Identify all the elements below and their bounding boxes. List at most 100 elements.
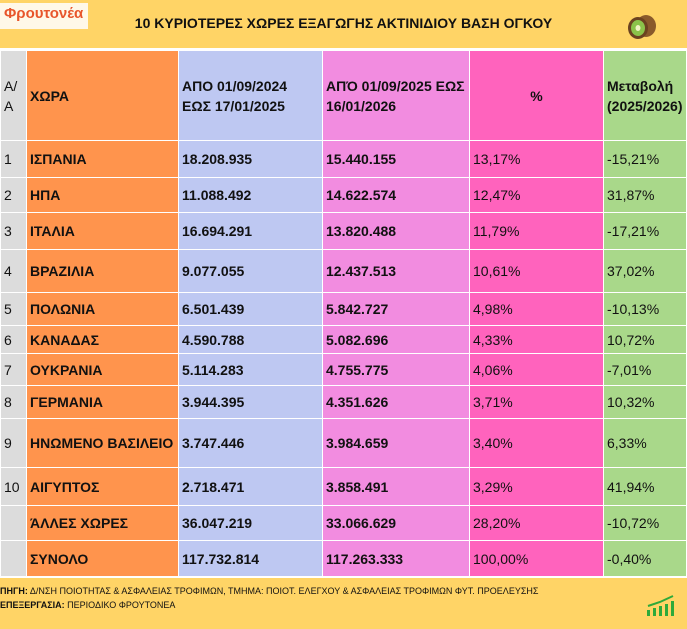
country: ΟΥΚΡΑΝΙΑ — [26, 353, 179, 386]
share-percent: 11,79% — [469, 212, 604, 250]
table-row: ΆΛΛΕΣ ΧΩΡΕΣ 36.047.219 33.066.629 28,20% -10… — [0, 505, 687, 541]
country: ΣΥΝΟΛΟ — [26, 540, 179, 577]
row-index: 5 — [0, 292, 27, 326]
share-percent: 100,00% — [469, 540, 604, 577]
share-percent: 13,17% — [469, 140, 604, 178]
row-index: 9 — [0, 418, 27, 468]
country: ΗΠΑ — [26, 177, 179, 213]
volume-2024: 3.747.446 — [178, 418, 323, 468]
row-index: 6 — [0, 325, 27, 354]
volume-2025: 3.858.491 — [322, 467, 470, 506]
table-row: 8 ΓΕΡΜΑΝΙΑ 3.944.395 4.351.626 3,71% 10,32% — [0, 385, 687, 419]
volume-2024: 5.114.283 — [178, 353, 323, 386]
header-index: Α/Α — [0, 50, 27, 141]
share-percent: 3,40% — [469, 418, 604, 468]
volume-2025: 4.351.626 — [322, 385, 470, 419]
country: ΗΝΩΜΕΝΟ ΒΑΣΙΛΕΙΟ — [26, 418, 179, 468]
change-percent: 10,72% — [603, 325, 687, 354]
volume-2025: 5.842.727 — [322, 292, 470, 326]
table-row: 7 ΟΥΚΡΑΝΙΑ 5.114.283 4.755.775 4,06% -7,01% — [0, 353, 687, 386]
share-percent: 10,61% — [469, 249, 604, 293]
title-bar: Φρουτονέα 10 ΚΥΡΙΟΤΕΡΕΣ ΧΩΡΕΣ ΕΞΑΓΩΓΗΣ Α… — [0, 0, 687, 48]
volume-2025: 14.622.574 — [322, 177, 470, 213]
country: ΆΛΛΕΣ ΧΩΡΕΣ — [26, 505, 179, 541]
volume-2025: 13.820.488 — [322, 212, 470, 250]
volume-2024: 18.208.935 — [178, 140, 323, 178]
change-percent: 31,87% — [603, 177, 687, 213]
row-index: 10 — [0, 467, 27, 506]
volume-2024: 117.732.814 — [178, 540, 323, 577]
header-percent: % — [469, 50, 604, 141]
share-percent: 28,20% — [469, 505, 604, 541]
row-index: 3 — [0, 212, 27, 250]
volume-2025: 33.066.629 — [322, 505, 470, 541]
volume-2025: 12.437.513 — [322, 249, 470, 293]
table-row: 1 ΙΣΠΑΝΙΑ 18.208.935 15.440.155 13,17% -15,21… — [0, 140, 687, 178]
table-row: 4 ΒΡΑΖΙΛΙΑ 9.077.055 12.437.513 10,61% 37,02% — [0, 249, 687, 293]
country: ΚΑΝΑΔΑΣ — [26, 325, 179, 354]
row-index — [0, 505, 27, 541]
source-text: Δ/ΝΣΗ ΠΟΙΟΤΗΤΑΣ & ΑΣΦΑΛΕΙΑΣ ΤΡΟΦΙΜΩΝ, ΤΜ… — [27, 586, 539, 596]
header-period-2024: ΑΠΟ 01/09/2024 ΕΩΣ 17/01/2025 — [178, 50, 323, 141]
change-percent: -15,21% — [603, 140, 687, 178]
header-row: Α/Α ΧΩΡΑ ΑΠΟ 01/09/2024 ΕΩΣ 17/01/2025 Α… — [0, 50, 687, 141]
volume-2024: 2.718.471 — [178, 467, 323, 506]
country: ΙΣΠΑΝΙΑ — [26, 140, 179, 178]
row-index: 2 — [0, 177, 27, 213]
row-index: 7 — [0, 353, 27, 386]
volume-2025: 3.984.659 — [322, 418, 470, 468]
volume-2024: 6.501.439 — [178, 292, 323, 326]
page-title: 10 ΚΥΡΙΟΤΕΡΕΣ ΧΩΡΕΣ ΕΞΑΓΩΓΗΣ ΑΚΤΙΝΙΔΙΟΥ … — [134, 15, 553, 31]
volume-2024: 9.077.055 — [178, 249, 323, 293]
change-percent: -7,01% — [603, 353, 687, 386]
change-percent: -17,21% — [603, 212, 687, 250]
change-percent: -10,72% — [603, 505, 687, 541]
table-row: 6 ΚΑΝΑΔΑΣ 4.590.788 5.082.696 4,33% 10,72% — [0, 325, 687, 354]
volume-2025: 117.263.333 — [322, 540, 470, 577]
share-percent: 3,71% — [469, 385, 604, 419]
source-label: ΠΗΓΗ: — [0, 586, 28, 596]
country: ΙΤΑΛΙΑ — [26, 212, 179, 250]
growth-chart-icon — [647, 595, 674, 616]
change-percent: 10,32% — [603, 385, 687, 419]
share-percent: 4,06% — [469, 353, 604, 386]
header-period-2025: ΑΠΌ 01/09/2025 ΕΩΣ 16/01/2026 — [322, 50, 470, 141]
table-row: 2 ΗΠΑ 11.088.492 14.622.574 12,47% 31,87% — [0, 177, 687, 213]
country: ΑΙΓΥΠΤΟΣ — [26, 467, 179, 506]
row-index — [0, 540, 27, 577]
change-percent: -10,13% — [603, 292, 687, 326]
processing-line: ΕΠΕΞΕΡΓΑΣΙΑ: ΠΕΡΙΟΔΙΚΟ ΦΡΟΥΤΟΝΕΑ — [0, 600, 175, 610]
share-percent: 4,33% — [469, 325, 604, 354]
row-index: 1 — [0, 140, 27, 178]
table-row: 10 ΑΙΓΥΠΤΟΣ 2.718.471 3.858.491 3,29% 41,94% — [0, 467, 687, 506]
processing-text: ΠΕΡΙΟΔΙΚΟ ΦΡΟΥΤΟΝΕΑ — [64, 600, 176, 610]
volume-2024: 3.944.395 — [178, 385, 323, 419]
volume-2025: 15.440.155 — [322, 140, 470, 178]
volume-2025: 4.755.775 — [322, 353, 470, 386]
volume-2024: 4.590.788 — [178, 325, 323, 354]
table-row: 3 ΙΤΑΛΙΑ 16.694.291 13.820.488 11,79% -17,21% — [0, 212, 687, 250]
share-percent: 3,29% — [469, 467, 604, 506]
change-percent: 41,94% — [603, 467, 687, 506]
change-percent: 37,02% — [603, 249, 687, 293]
country: ΓΕΡΜΑΝΙΑ — [26, 385, 179, 419]
share-percent: 12,47% — [469, 177, 604, 213]
logo: Φρουτονέα — [0, 3, 88, 29]
kiwi-icon — [628, 15, 656, 39]
volume-2024: 36.047.219 — [178, 505, 323, 541]
table-row: 9 ΗΝΩΜΕΝΟ ΒΑΣΙΛΕΙΟ 3.747.446 3.984.659 3,40%… — [0, 418, 687, 468]
change-percent: -0,40% — [603, 540, 687, 577]
volume-2025: 5.082.696 — [322, 325, 470, 354]
row-index: 8 — [0, 385, 27, 419]
table-row: 5 ΠΟΛΩΝΙΑ 6.501.439 5.842.727 4,98% -10,13% — [0, 292, 687, 326]
header-change: Μεταβολή (2025/2026) — [603, 50, 687, 141]
volume-2024: 16.694.291 — [178, 212, 323, 250]
processing-label: ΕΠΕΞΕΡΓΑΣΙΑ: — [0, 600, 65, 610]
change-percent: 6,33% — [603, 418, 687, 468]
row-index: 4 — [0, 249, 27, 293]
country: ΠΟΛΩΝΙΑ — [26, 292, 179, 326]
footer: ΠΗΓΗ: Δ/ΝΣΗ ΠΟΙΟΤΗΤΑΣ & ΑΣΦΑΛΕΙΑΣ ΤΡΟΦΙΜ… — [0, 578, 687, 629]
table-row: ΣΥΝΟΛΟ 117.732.814 117.263.333 100,00% -0,40… — [0, 540, 687, 577]
header-country: ΧΩΡΑ — [26, 50, 179, 141]
country: ΒΡΑΖΙΛΙΑ — [26, 249, 179, 293]
